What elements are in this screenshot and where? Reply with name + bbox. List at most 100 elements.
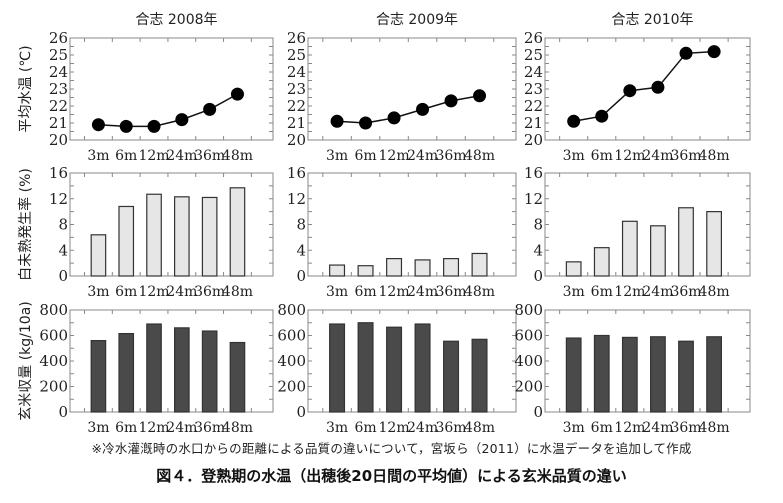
y-tick-label: 200 <box>514 378 543 396</box>
y-tick-label: 200 <box>39 378 68 396</box>
panel-title: 合志 2010年 <box>611 12 693 28</box>
x-tick-label: 6m <box>591 148 613 164</box>
y-tick-label: 600 <box>514 327 543 345</box>
y-tick-label: 8 <box>296 216 306 234</box>
source-note: ※冷水灌漑時の水口からの距離による品質の違いについて，宮坂ら（2011）に水温デ… <box>91 441 692 456</box>
x-tick-label: 48m <box>699 148 730 164</box>
bar <box>593 247 610 277</box>
x-tick-label: 36m <box>194 148 225 164</box>
bar <box>329 264 346 277</box>
x-tick-label: 6m <box>591 420 613 436</box>
x-tick-label: 48m <box>222 420 253 436</box>
panel-title: 合志 2009年 <box>376 12 458 28</box>
y-tick-label: 800 <box>39 301 68 319</box>
y-tick-label: 4 <box>533 241 543 259</box>
y-tick-label: 4 <box>296 241 306 259</box>
bar <box>229 341 246 413</box>
y-axis-label: 玄米収量 (kg/10a) <box>17 301 34 420</box>
y-tick-label: 25 <box>49 46 68 64</box>
x-tick-label: 6m <box>115 420 137 436</box>
figure-caption: 図４．登熟期の水温（出穂後20日間の平均値）による玄米品質の違い <box>156 467 627 485</box>
x-tick-label: 12m <box>614 420 645 436</box>
series-line <box>573 50 715 123</box>
bar <box>621 220 638 277</box>
data-point <box>444 94 458 108</box>
x-tick-label: 36m <box>670 148 701 164</box>
bar <box>357 322 374 413</box>
bar <box>118 332 135 413</box>
x-tick-label: 36m <box>194 284 225 300</box>
bar <box>565 261 582 277</box>
y-tick-label: 16 <box>287 164 306 182</box>
y-tick-label: 22 <box>49 97 68 115</box>
x-tick-label: 6m <box>354 148 376 164</box>
data-point <box>91 118 105 132</box>
x-tick-label: 36m <box>435 420 466 436</box>
bar <box>146 323 162 413</box>
y-tick-label: 24 <box>524 63 543 81</box>
bar <box>471 338 488 413</box>
bar <box>443 258 460 277</box>
bar <box>678 207 694 277</box>
x-tick-label: 24m <box>407 420 438 436</box>
x-tick-label: 36m <box>670 284 701 300</box>
bar <box>565 337 582 413</box>
data-point <box>175 113 189 127</box>
y-tick-label: 0 <box>296 267 306 285</box>
x-tick-label: 36m <box>435 284 466 300</box>
data-point <box>623 84 637 98</box>
bar <box>329 323 346 413</box>
y-tick-label: 400 <box>514 352 543 370</box>
x-tick-label: 3m <box>87 148 109 164</box>
bar <box>443 340 460 413</box>
bar <box>174 196 190 277</box>
x-tick-label: 48m <box>699 420 730 436</box>
x-tick-label: 12m <box>614 148 645 164</box>
y-tick-label: 25 <box>524 46 543 64</box>
x-tick-label: 24m <box>642 148 673 164</box>
bar <box>386 326 403 413</box>
y-tick-label: 0 <box>533 403 543 421</box>
bar <box>201 196 218 277</box>
x-tick-label: 24m <box>642 284 673 300</box>
x-tick-label: 48m <box>222 148 253 164</box>
bar <box>650 225 666 277</box>
x-tick-label: 24m <box>642 420 673 436</box>
y-tick-label: 22 <box>287 97 306 115</box>
y-tick-label: 400 <box>277 352 306 370</box>
bar <box>357 265 374 277</box>
x-tick-label: 12m <box>379 420 410 436</box>
x-tick-label: 3m <box>563 148 585 164</box>
x-tick-label: 24m <box>166 148 197 164</box>
bar <box>386 258 403 277</box>
y-tick-label: 23 <box>524 80 543 98</box>
y-tick-label: 800 <box>514 301 543 319</box>
x-tick-label: 24m <box>166 420 197 436</box>
y-tick-label: 24 <box>49 63 68 81</box>
y-tick-label: 16 <box>524 164 543 182</box>
y-tick-label: 20 <box>524 131 543 149</box>
x-tick-label: 36m <box>670 420 701 436</box>
series-line <box>337 95 480 124</box>
y-tick-label: 20 <box>49 131 68 149</box>
bar <box>621 336 638 413</box>
x-tick-label: 48m <box>699 284 730 300</box>
y-tick-label: 800 <box>277 301 306 319</box>
y-tick-label: 600 <box>39 327 68 345</box>
data-point <box>567 114 581 128</box>
x-tick-label: 3m <box>326 284 348 300</box>
bar <box>593 334 610 413</box>
x-tick-label: 12m <box>614 284 645 300</box>
data-point <box>230 87 244 101</box>
data-point <box>473 89 487 103</box>
data-point <box>330 114 344 128</box>
y-tick-label: 26 <box>287 29 306 47</box>
bar <box>706 336 722 413</box>
x-tick-label: 12m <box>379 148 410 164</box>
data-point <box>595 109 609 123</box>
bar <box>229 187 246 277</box>
x-tick-label: 6m <box>354 420 376 436</box>
